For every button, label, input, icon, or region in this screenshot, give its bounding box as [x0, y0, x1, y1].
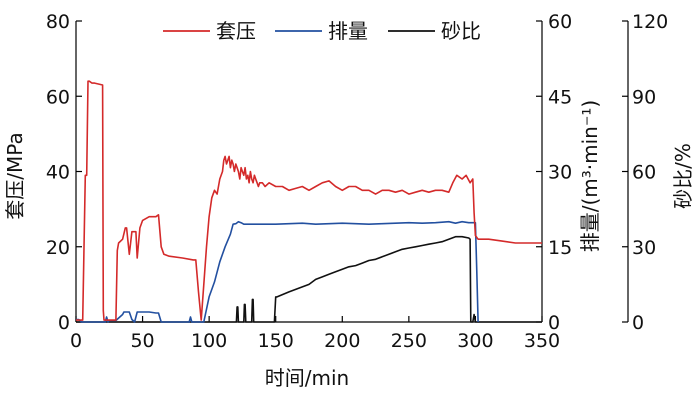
series-line-left	[76, 80, 542, 321]
x-tick-label: 50	[130, 330, 154, 352]
right-axis-2-title: 砂比/%	[671, 143, 695, 209]
left-tick-label: 20	[46, 237, 70, 259]
left-tick-label: 60	[46, 86, 70, 108]
right-1-tick-label: 0	[548, 312, 560, 334]
right-1-tick-label: 30	[548, 162, 572, 184]
right-1-tick-label: 15	[548, 237, 572, 259]
right-2-tick-label: 90	[632, 86, 656, 108]
legend-label: 排量	[328, 19, 368, 43]
x-axis-title: 时间/min	[265, 366, 349, 390]
legend-label: 砂比	[441, 19, 481, 43]
left-tick-label: 40	[46, 162, 70, 184]
right-2-tick-label: 0	[632, 312, 644, 334]
legend-label: 套压	[216, 19, 256, 43]
x-tick-label: 150	[258, 330, 294, 352]
axes-layer: 0 50 100 150 200 250 300 3500204060800153045600…	[46, 11, 668, 352]
series-line-right2	[76, 235, 542, 323]
x-tick-label: 300	[457, 330, 493, 352]
legend: 套压 排量 砂比	[163, 19, 481, 43]
x-tick-label: 0	[70, 330, 82, 352]
left-axis-title: 套压/MPa	[3, 132, 27, 219]
x-tick-label: 350	[524, 330, 560, 352]
right-1-tick-label: 60	[548, 11, 572, 33]
left-tick-label: 0	[58, 312, 70, 334]
right-axis-1-title: 排量/(m³·min⁻¹)	[578, 100, 602, 253]
left-tick-label: 80	[46, 11, 70, 33]
x-tick-label: 250	[391, 330, 427, 352]
x-tick-label: 200	[324, 330, 360, 352]
right-2-tick-label: 30	[632, 237, 656, 259]
right-2-tick-label: 120	[632, 11, 668, 33]
series-layer	[76, 80, 542, 323]
right-1-tick-label: 45	[548, 86, 572, 108]
right-2-tick-label: 60	[632, 162, 656, 184]
series-line-right1	[76, 220, 479, 323]
x-tick-label: 100	[191, 330, 227, 352]
